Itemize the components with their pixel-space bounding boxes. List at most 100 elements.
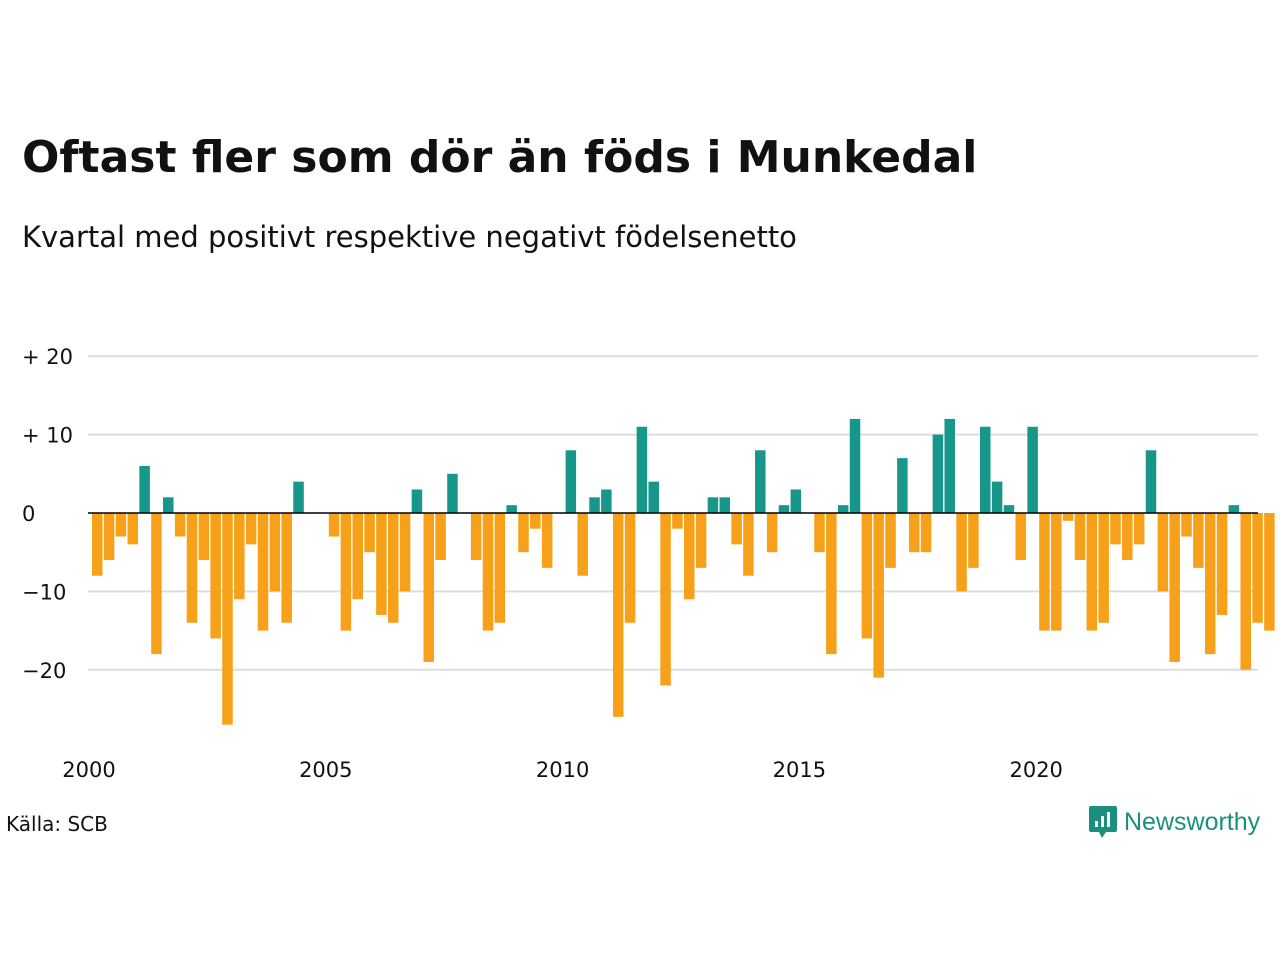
- bar-2002Q3: [210, 513, 221, 639]
- bar-2014Q4: [790, 489, 802, 513]
- bar-2016Q4: [885, 513, 896, 568]
- bar-2013Q2: [719, 497, 731, 513]
- bar-2024Q2: [1240, 513, 1251, 670]
- bar-2023Q1: [1181, 513, 1192, 537]
- bar-2019Q1: [991, 481, 1003, 513]
- bar-2020Q3: [1062, 513, 1074, 521]
- brand-logo: Newsworthy: [1088, 804, 1260, 840]
- bar-2005Q4: [364, 513, 375, 553]
- bar-2019Q4: [1027, 426, 1038, 513]
- bar-2021Q1: [1086, 513, 1098, 631]
- bar-2003Q2: [245, 513, 257, 545]
- bar-2021Q4: [1122, 513, 1133, 561]
- bar-2023Q2: [1193, 513, 1204, 568]
- x-tick-label: 2020: [1009, 758, 1062, 782]
- bar-2012Q2: [672, 513, 683, 529]
- bar-2006Q3: [399, 513, 411, 592]
- bar-2004Q2: [293, 481, 304, 513]
- bar-2022Q3: [1157, 513, 1169, 592]
- bar-2005Q3: [352, 513, 363, 600]
- bar-2005Q2: [340, 513, 352, 631]
- bar-2007Q3: [447, 473, 458, 513]
- bar-2010Q1: [565, 450, 577, 513]
- bar-2006Q1: [376, 513, 387, 615]
- bar-2016Q2: [861, 513, 873, 639]
- bar-2011Q1: [612, 513, 624, 717]
- bar-2007Q2: [435, 513, 446, 561]
- bar-2002Q4: [222, 513, 233, 725]
- bar-2007Q1: [423, 513, 435, 662]
- bar-2003Q1: [234, 513, 245, 600]
- bar-2006Q2: [388, 513, 399, 623]
- chart-title: Oftast fler som dör än föds i Munkedal: [22, 132, 978, 183]
- chart-subtitle: Kvartal med positivt respektive negativt…: [22, 220, 797, 254]
- bar-2020Q1: [1039, 513, 1050, 631]
- newsworthy-logo-icon: [1089, 806, 1117, 838]
- bar-2015Q2: [814, 513, 825, 553]
- bar-2015Q4: [837, 505, 849, 513]
- bar-2014Q3: [778, 505, 790, 513]
- x-tick-label: 2000: [62, 758, 115, 782]
- bar-2008Q4: [506, 505, 517, 513]
- y-tick-label: + 20: [22, 345, 73, 369]
- bar-2023Q4: [1216, 513, 1228, 615]
- bar-2012Q3: [684, 513, 695, 600]
- y-tick-label: −20: [22, 659, 66, 683]
- bar-2022Q1: [1133, 513, 1145, 545]
- brand-name: Newsworthy: [1124, 807, 1261, 836]
- bar-2000Q1: [92, 513, 103, 576]
- bar-2001Q4: [174, 513, 186, 537]
- bar-2013Q4: [743, 513, 754, 576]
- bar-2005Q1: [328, 513, 340, 537]
- bar-2002Q1: [186, 513, 198, 623]
- y-tick-label: + 10: [22, 424, 73, 448]
- bar-2011Q2: [624, 513, 636, 623]
- y-tick-label: 0: [22, 502, 35, 526]
- bar-2010Q2: [577, 513, 588, 576]
- bar-2000Q3: [115, 513, 127, 537]
- bar-2019Q3: [1015, 513, 1027, 561]
- bar-2009Q2: [530, 513, 541, 529]
- bar-2022Q4: [1169, 513, 1180, 662]
- bar-2018Q1: [944, 418, 955, 513]
- bar-2016Q1: [849, 418, 861, 513]
- bar-2016Q3: [873, 513, 884, 678]
- bar-2008Q2: [482, 513, 494, 631]
- bar-2024Q4: [1264, 513, 1275, 631]
- bar-2021Q3: [1110, 513, 1121, 545]
- bar-2017Q3: [920, 513, 932, 553]
- bar-2003Q3: [257, 513, 269, 631]
- bar-2010Q4: [601, 489, 612, 513]
- bar-2017Q4: [932, 434, 944, 513]
- bar-2012Q1: [660, 513, 671, 686]
- bar-2024Q1: [1228, 505, 1240, 513]
- bar-2020Q2: [1051, 513, 1062, 631]
- bar-2011Q4: [648, 481, 659, 513]
- bar-2003Q4: [269, 513, 281, 592]
- bar-2014Q2: [766, 513, 778, 553]
- bar-2017Q1: [897, 458, 908, 513]
- bar-2001Q1: [139, 465, 150, 513]
- bar-2015Q3: [826, 513, 837, 655]
- bar-2002Q2: [198, 513, 210, 561]
- bar-2017Q2: [908, 513, 920, 553]
- bar-2001Q2: [151, 513, 162, 655]
- bar-2018Q3: [968, 513, 979, 568]
- bar-2018Q4: [980, 426, 991, 513]
- bar-2000Q4: [127, 513, 139, 545]
- bar-2020Q4: [1074, 513, 1086, 561]
- x-tick-label: 2015: [773, 758, 826, 782]
- bar-2021Q2: [1098, 513, 1109, 623]
- bar-2006Q4: [411, 489, 423, 513]
- bar-2008Q3: [494, 513, 506, 623]
- bar-2014Q1: [755, 450, 766, 513]
- y-tick-label: −10: [22, 580, 66, 604]
- bar-2000Q2: [103, 513, 115, 561]
- bar-2009Q3: [541, 513, 553, 568]
- x-tick-label: 2005: [299, 758, 352, 782]
- bar-2024Q3: [1252, 513, 1263, 623]
- bar-2019Q2: [1003, 505, 1015, 513]
- bar-2013Q1: [707, 497, 719, 513]
- x-tick-label: 2010: [536, 758, 589, 782]
